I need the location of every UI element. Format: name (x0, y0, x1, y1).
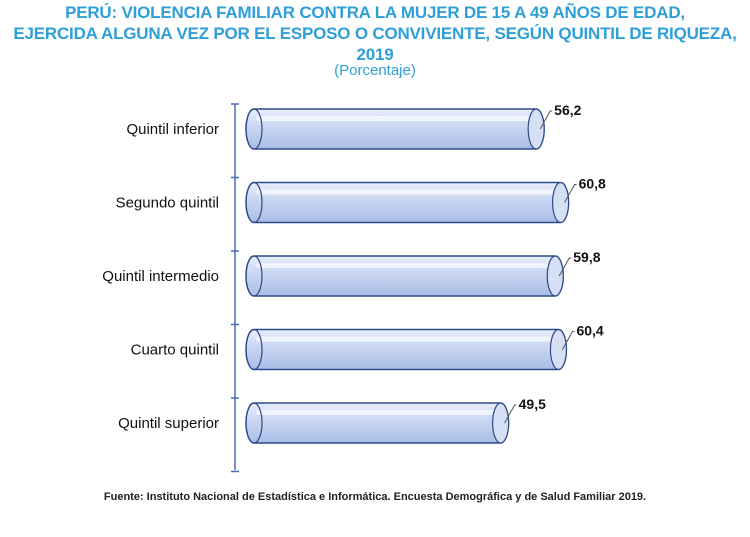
bar-left-cap (245, 108, 263, 150)
bar-group: 56,2 Quintil inferior (126, 102, 582, 150)
category-label: Quintil intermedio (102, 268, 219, 285)
bar-value-label: 56,2 (554, 102, 581, 118)
bar-highlight (256, 263, 552, 268)
bar-left-cap (245, 181, 263, 224)
bar-highlight (256, 116, 533, 121)
bar (245, 402, 510, 444)
chart-title-line-1: PERÚ: VIOLENCIA FAMILIAR CONTRA LA MUJER… (65, 3, 685, 22)
bar-value-label: 60,4 (576, 323, 603, 339)
chart-title-line-2: EJERCIDA ALGUNA VEZ POR EL ESPOSO O CONV… (13, 24, 737, 64)
chart-subtitle: (Porcentaje) (334, 62, 416, 79)
bar-right-cap (549, 328, 568, 371)
category-label: Segundo quintil (116, 195, 219, 212)
value-leader-line (562, 331, 575, 350)
bar-left-cap (245, 402, 263, 444)
bar (245, 108, 545, 150)
value-leader-line (558, 257, 572, 277)
bar-value-label: 60,8 (579, 176, 606, 192)
bar-group: 60,8 Segundo quintil (116, 176, 606, 224)
bar-value-label: 49,5 (519, 396, 546, 412)
bar-highlight (256, 189, 557, 195)
bar-group: 49,5 Quintil superior (118, 396, 546, 444)
bar (245, 328, 568, 371)
bar-highlight (256, 336, 555, 342)
bar-highlight (256, 410, 497, 415)
value-leader-line (564, 184, 577, 203)
bar-group: 59,8 Quintil intermedio (102, 249, 601, 297)
bar-left-cap (245, 255, 263, 297)
category-label: Cuarto quintil (131, 342, 219, 359)
category-label: Quintil inferior (126, 121, 219, 138)
bar-right-cap (546, 255, 564, 297)
source-note: Fuente: Instituto Nacional de Estadístic… (103, 491, 647, 503)
chart-title: PERÚ: VIOLENCIA FAMILIAR CONTRA LA MUJER… (0, 2, 750, 65)
bar-value-label: 59,8 (573, 249, 600, 265)
value-leader-line (539, 110, 553, 130)
bar-right-cap (527, 108, 545, 150)
value-leader-line (504, 404, 517, 424)
bar-left-cap (245, 328, 263, 371)
bar (245, 181, 570, 224)
bar-right-cap (492, 402, 510, 444)
bar-group: 60,4 Cuarto quintil (131, 323, 604, 371)
bar-right-cap (551, 181, 570, 224)
category-label: Quintil superior (118, 415, 219, 432)
bar (245, 255, 564, 297)
